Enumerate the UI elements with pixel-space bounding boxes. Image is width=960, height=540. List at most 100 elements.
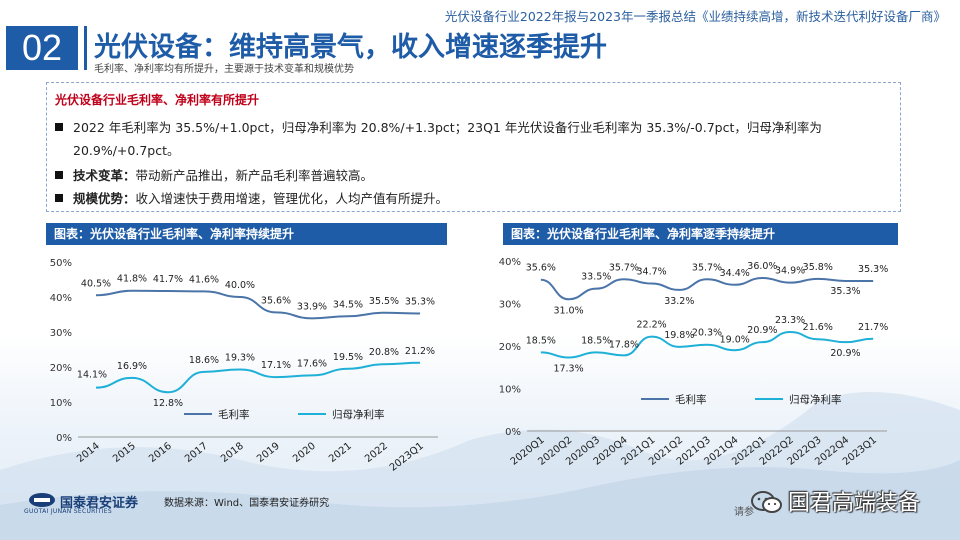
bullet-1-text-cont: 20.9%/+0.7pct。 <box>73 143 180 158</box>
data-label: 31.0% <box>553 305 583 316</box>
data-label: 33.5% <box>581 272 611 283</box>
chart-1-title: 图表：光伏设备行业毛利率、净利率持续提升 <box>46 223 447 245</box>
bullet-square-icon <box>55 194 63 202</box>
x-tick-label: 2023Q1 <box>388 441 426 474</box>
data-label: 17.8% <box>609 339 639 350</box>
data-label: 21.7% <box>858 322 888 333</box>
data-label: 35.6% <box>526 263 556 274</box>
x-tick-label: 2017 <box>183 441 210 465</box>
data-label: 18.5% <box>526 335 556 346</box>
wechat-icon <box>751 491 782 513</box>
y-tick-label: 10% <box>50 398 72 409</box>
data-label: 19.0% <box>720 334 750 345</box>
legend-label: 毛利率 <box>218 408 250 421</box>
summary-box: 光伏设备行业毛利率、净利率有所提升 2022 年毛利率为 35.5%/+1.0p… <box>46 82 901 212</box>
company-name: 国泰君安证券 <box>60 496 139 511</box>
bullet-2-text: 带动新产品推出，新产品毛利率普遍较高。 <box>135 168 374 183</box>
x-tick-label: 2018 <box>219 441 246 465</box>
data-label: 20.8% <box>369 347 399 358</box>
y-tick-label: 10% <box>499 385 521 396</box>
data-label: 34.9% <box>775 266 805 277</box>
data-label: 16.9% <box>117 361 147 372</box>
section-number: 02 <box>6 26 78 70</box>
y-tick-label: 20% <box>499 342 521 353</box>
data-label: 35.3% <box>858 264 888 275</box>
bullet-square-icon <box>55 171 63 179</box>
y-tick-label: 0% <box>56 433 72 444</box>
bullet-item-3: 规模优势：收入增速快于费用增速，管理优化，人均产值有所提升。 <box>55 188 448 207</box>
data-label: 35.5% <box>369 296 399 307</box>
data-label: 35.7% <box>692 262 722 273</box>
data-label: 35.3% <box>830 286 860 297</box>
data-label: 19.8% <box>664 330 694 341</box>
legend-label: 归母净利率 <box>332 408 385 421</box>
series-line-gross-margin <box>95 289 421 320</box>
bullet-1-text: 2022 年毛利率为 35.5%/+1.0pct，归母净利率为 20.8%/+1… <box>73 120 822 135</box>
annual-margin-chart: 0% 10% 20% 30% 40% 50% 2014 2015 2016 2017 2018 201… <box>50 258 438 474</box>
y-tick-label: 30% <box>50 328 72 339</box>
data-label: 41.7% <box>153 274 183 285</box>
data-label: 35.7% <box>609 262 639 273</box>
mountain-background <box>0 392 960 540</box>
x-tick-label: 2016 <box>147 441 174 465</box>
bullet-square-icon <box>55 123 63 131</box>
data-label: 34.4% <box>720 268 750 279</box>
data-label: 34.7% <box>637 267 667 278</box>
data-label: 41.6% <box>189 274 219 285</box>
data-label: 41.8% <box>117 274 147 285</box>
data-label: 35.8% <box>803 262 833 273</box>
page-title: 光伏设备：维持高景气，收入增速逐季提升 <box>94 32 607 63</box>
data-label: 18.5% <box>581 335 611 346</box>
data-label: 19.3% <box>225 352 255 363</box>
data-label: 17.6% <box>297 358 327 369</box>
summary-heading: 光伏设备行业毛利率、净利率有所提升 <box>55 93 260 107</box>
data-label: 36.0% <box>747 261 777 272</box>
bullet-2-label: 技术变革： <box>73 168 136 183</box>
x-tick-label: 2021 <box>327 441 354 465</box>
data-label: 33.2% <box>664 296 694 307</box>
data-label: 35.6% <box>261 295 291 306</box>
y-tick-label: 40% <box>499 257 521 268</box>
legend-label: 归母净利率 <box>789 393 842 406</box>
x-tick-label: 2014 <box>75 441 102 465</box>
x-tick-label: 2022 <box>363 441 390 465</box>
series-line-net-margin <box>95 361 421 394</box>
y-tick-label: 0% <box>505 427 521 438</box>
data-label: 40.0% <box>225 280 255 291</box>
data-label: 33.9% <box>297 301 327 312</box>
data-label: 20.3% <box>692 328 722 339</box>
title-divider <box>84 26 87 70</box>
x-tick-label: 2015 <box>111 441 138 465</box>
data-label: 23.3% <box>775 315 805 326</box>
data-label: 20.9% <box>830 348 860 359</box>
data-label: 21.2% <box>405 346 435 357</box>
y-tick-label: 40% <box>50 293 72 304</box>
data-label: 21.6% <box>803 322 833 333</box>
watermark-text: 国君高端装备 <box>788 491 921 516</box>
quarterly-margin-chart: 0%10%20%30%40%2020Q12020Q22020Q32020Q420… <box>499 257 888 468</box>
report-title: 光伏设备行业2022年报与2023年一季报总结《业绩持续高增，新技术迭代利好设备… <box>444 9 946 24</box>
data-label: 20.9% <box>747 325 777 336</box>
data-label: 19.5% <box>333 352 363 363</box>
data-label: 40.5% <box>81 278 111 289</box>
bullet-3-text: 收入增速快于费用增速，管理优化，人均产值有所提升。 <box>135 191 449 206</box>
page-subtitle: 毛利率、净利率均有所提升，主要源于技术变革和规模优势 <box>94 64 354 75</box>
y-tick-label: 20% <box>50 363 72 374</box>
x-tick-label: 2019 <box>255 441 282 465</box>
data-label: 12.8% <box>153 398 183 409</box>
data-label: 17.3% <box>553 363 583 374</box>
data-source: 数据来源：Wind、国泰君安证券研究 <box>164 498 330 509</box>
chart-2-title: 图表：光伏设备行业毛利率、净利率逐季持续提升 <box>503 223 898 245</box>
data-label: 18.6% <box>189 355 219 366</box>
x-tick-label: 2020 <box>291 441 318 465</box>
data-label: 17.1% <box>261 360 291 371</box>
request-text: 请参 <box>734 507 754 518</box>
bullet-item-1: 2022 年毛利率为 35.5%/+1.0pct，归母净利率为 20.8%/+1… <box>55 117 822 136</box>
bullet-3-label: 规模优势： <box>73 191 136 206</box>
bullet-item-2: 技术变革：带动新产品推出，新产品毛利率普遍较高。 <box>55 165 373 184</box>
company-logo-icon <box>29 493 55 507</box>
bullet-item-1-cont: 20.9%/+0.7pct。 <box>73 140 179 159</box>
data-label: 14.1% <box>77 370 107 381</box>
y-tick-label: 30% <box>499 300 521 311</box>
data-label: 22.2% <box>637 320 667 331</box>
